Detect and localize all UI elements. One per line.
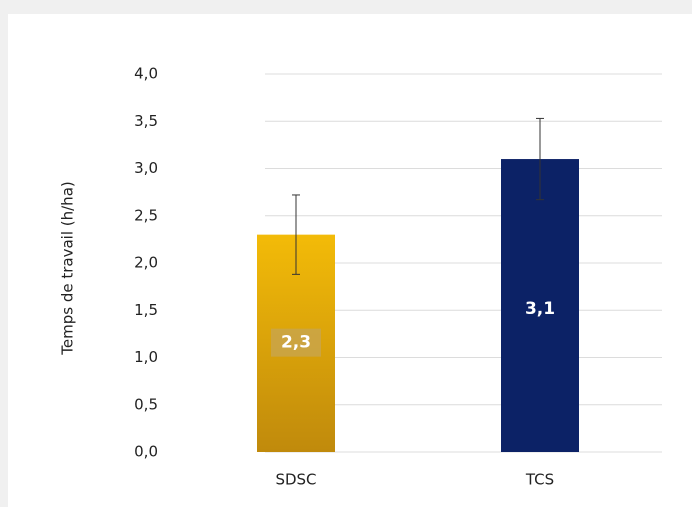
y-tick-label: 0,5 (134, 395, 158, 413)
y-axis-label: Temps de travail (h/ha) (59, 181, 77, 355)
y-tick-label: 4,0 (134, 65, 158, 83)
y-tick-label: 3,5 (134, 112, 158, 130)
y-tick-label: 1,5 (134, 301, 158, 319)
x-tick-label: SDSC (275, 471, 316, 489)
value-label: 3,1 (525, 299, 555, 319)
y-tick-label: 1,0 (134, 348, 158, 366)
y-tick-label: 0,0 (134, 443, 158, 461)
x-tick-label: TCS (525, 471, 554, 489)
y-tick-label: 2,5 (134, 206, 158, 224)
bar (501, 159, 579, 453)
y-tick-label: 3,0 (134, 159, 158, 177)
value-label-box (271, 328, 321, 357)
value-label: 2,3 (281, 333, 311, 353)
panel (8, 14, 692, 507)
y-tick-label: 2,0 (134, 254, 158, 272)
